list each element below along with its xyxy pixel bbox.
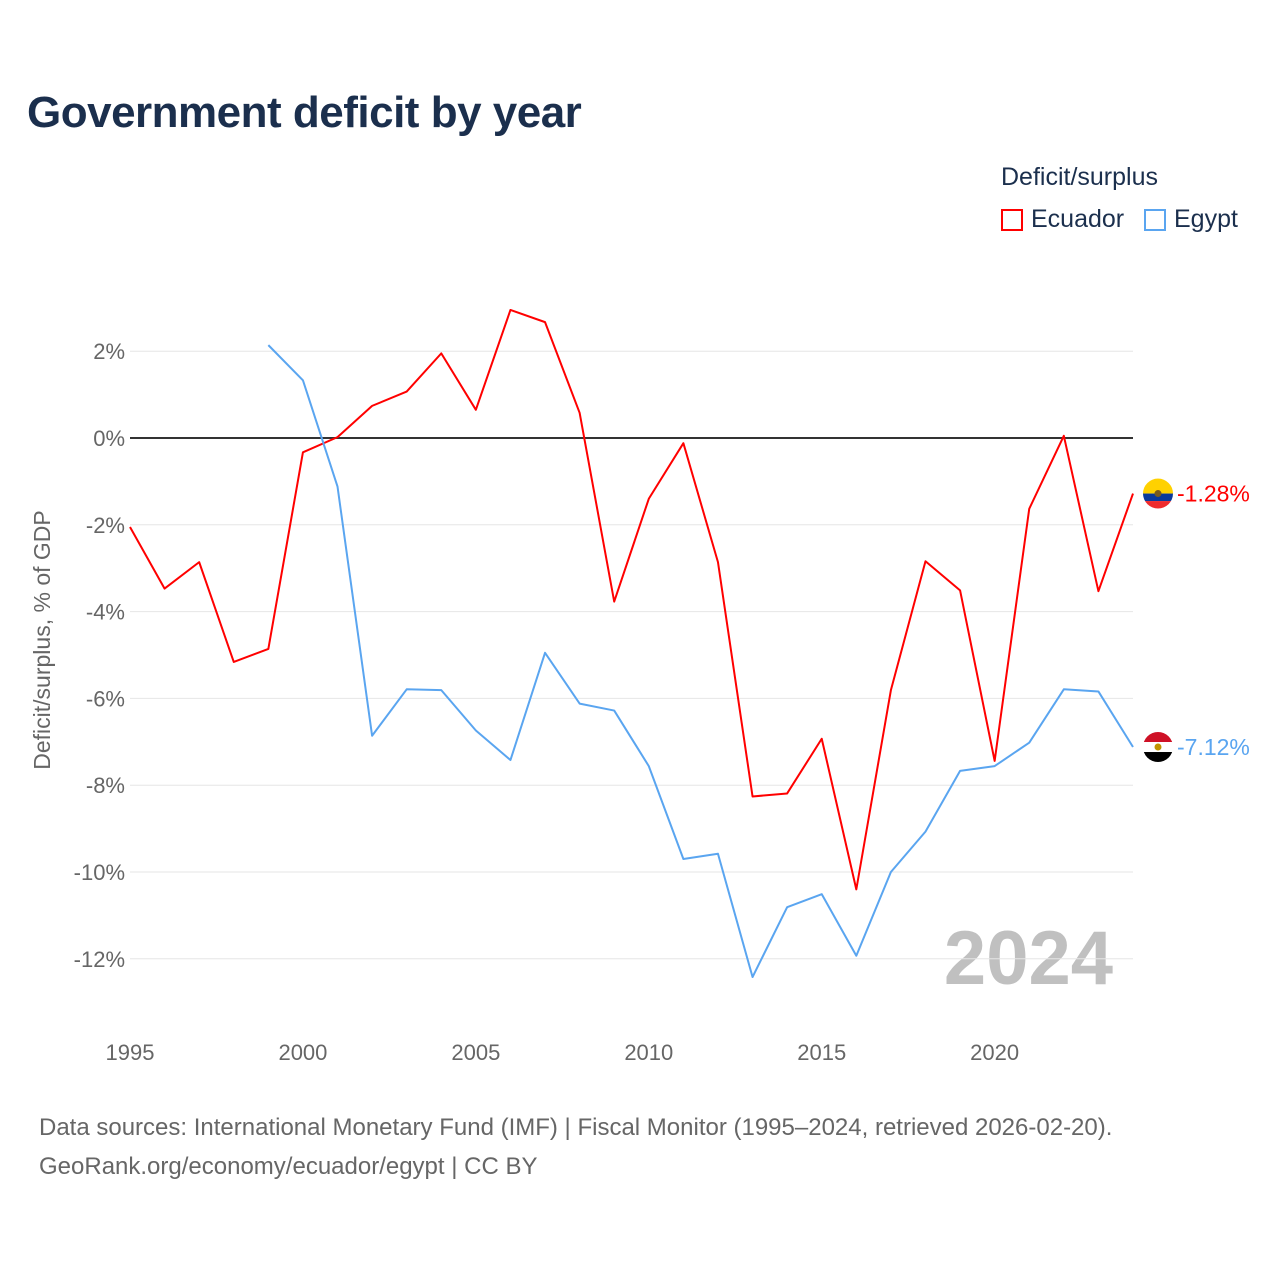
footer: Data sources: International Monetary Fun… xyxy=(39,1108,1112,1186)
y-tick-label: -6% xyxy=(86,686,125,711)
x-tick-label: 2000 xyxy=(278,1040,327,1065)
flag-egypt-icon xyxy=(1143,732,1173,763)
legend-label: Egypt xyxy=(1174,205,1238,233)
x-tick-label: 1995 xyxy=(106,1040,155,1065)
y-tick-label: 2% xyxy=(93,339,125,364)
y-tick-label: 0% xyxy=(93,426,125,451)
legend-swatch-egypt xyxy=(1144,208,1166,231)
y-tick-label: -4% xyxy=(86,600,125,625)
y-tick-label: -2% xyxy=(86,513,125,538)
legend-item-egypt[interactable]: Egypt xyxy=(1144,205,1238,234)
flag-ecuador-icon xyxy=(1143,478,1173,509)
x-tick-label: 2015 xyxy=(797,1040,846,1065)
legend-swatch-ecuador xyxy=(1001,208,1023,231)
legend-title: Deficit/surplus xyxy=(1001,163,1158,191)
series-line-egypt xyxy=(267,344,1134,979)
end-label-ecuador: -1.28% xyxy=(1177,481,1250,507)
series-line-ecuador xyxy=(129,308,1134,891)
chart-title: Government deficit by year xyxy=(27,88,582,137)
y-axis-label: Deficit/surplus, % of GDP xyxy=(29,510,55,769)
x-tick-label: 2020 xyxy=(970,1040,1019,1065)
y-tick-label: -10% xyxy=(74,860,125,885)
legend-label: Ecuador xyxy=(1031,205,1125,233)
end-label-egypt: -7.12% xyxy=(1177,734,1250,760)
x-tick-label: 2010 xyxy=(624,1040,673,1065)
y-tick-label: -8% xyxy=(86,773,125,798)
footer-sources: Data sources: International Monetary Fun… xyxy=(39,1114,1113,1141)
y-tick-label: -12% xyxy=(74,947,125,972)
x-tick-label: 2005 xyxy=(451,1040,500,1065)
footer-link[interactable]: GeoRank.org/economy/ecuador/egypt | CC B… xyxy=(39,1153,538,1180)
legend-item-ecuador[interactable]: Ecuador xyxy=(1001,205,1124,234)
